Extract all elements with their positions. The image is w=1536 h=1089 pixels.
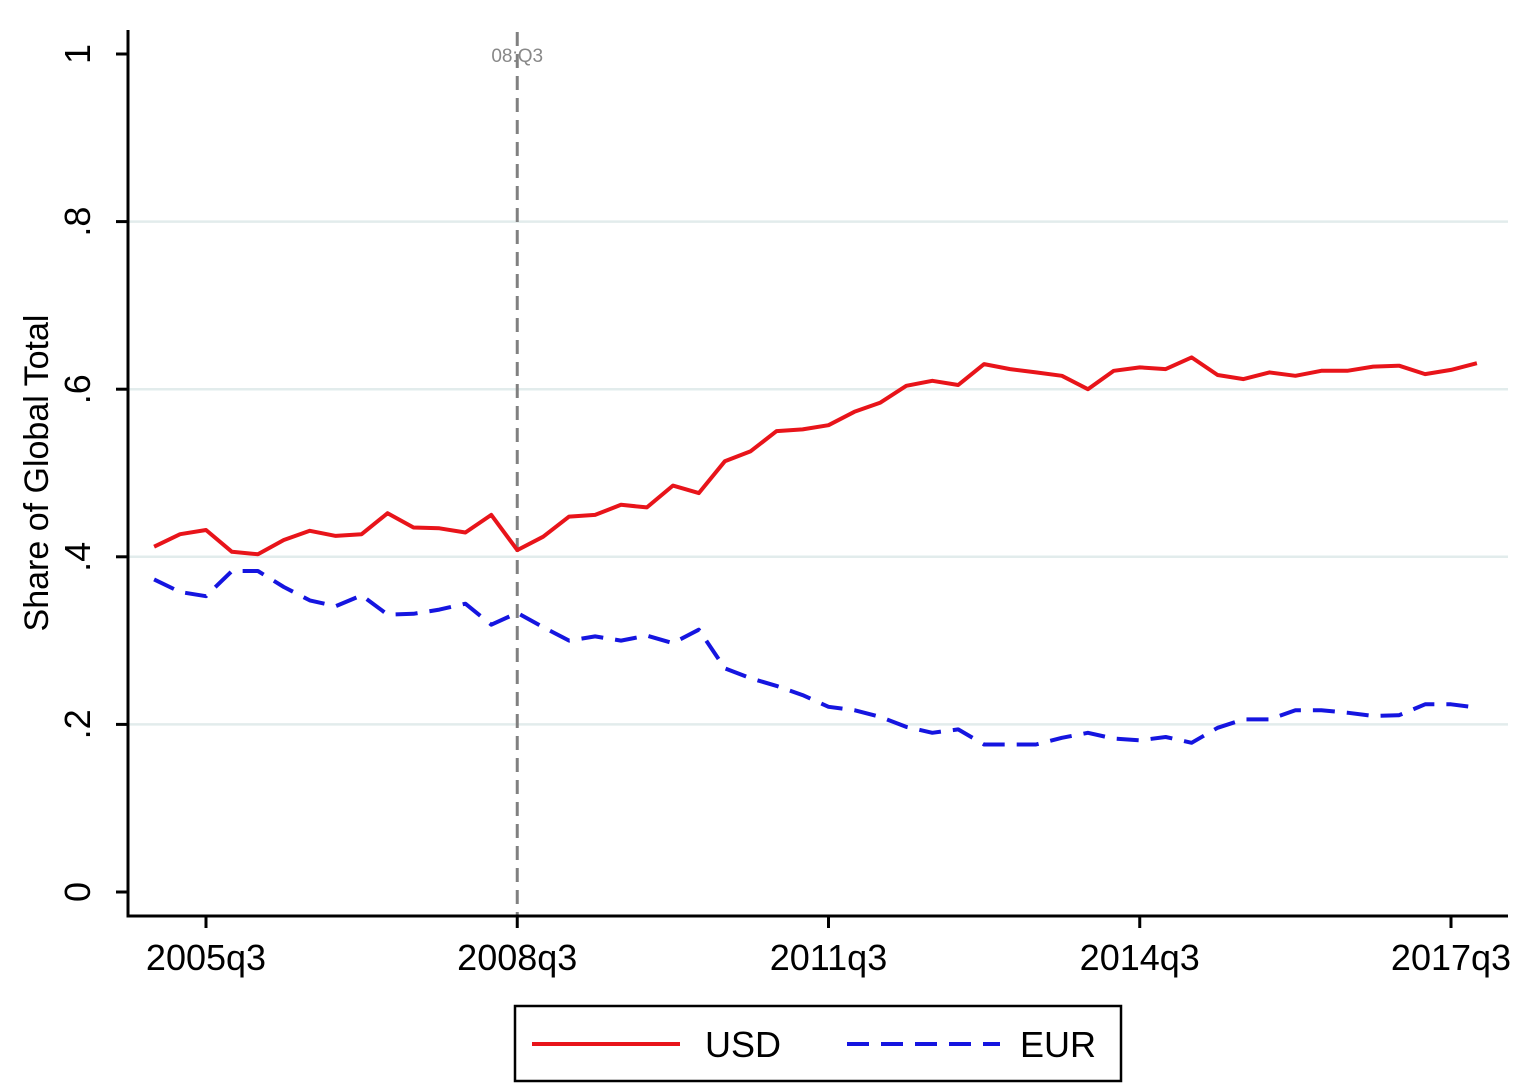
series-line-usd — [153, 355, 1478, 557]
x-ticks: 2005q3 2008q3 2011q3 2014q3 2017q3 — [146, 916, 1511, 978]
x-tick-label: 2014q3 — [1080, 937, 1200, 978]
y-tick-label: 1 — [57, 44, 98, 64]
axes — [126, 30, 1508, 918]
series-lines — [153, 355, 1478, 747]
annotation-label: 08:Q3 — [491, 46, 543, 67]
legend: USD EUR — [513, 1004, 1123, 1083]
y-ticks: 0 .2 .4 .6 .8 1 — [57, 44, 128, 902]
x-tick-label: 2011q3 — [770, 937, 887, 978]
y-axis-title: Share of Global Total — [18, 315, 56, 632]
series-line-eur — [153, 569, 1478, 747]
x-tick-label: 2008q3 — [457, 937, 577, 978]
y-tick-label: .2 — [57, 709, 98, 739]
x-tick-label: 2005q3 — [146, 937, 266, 978]
gridlines — [128, 220, 1508, 726]
x-tick-label: 2017q3 — [1391, 937, 1511, 978]
annotations: 08:Q3 — [491, 32, 543, 916]
legend-label-usd: USD — [705, 1024, 781, 1065]
y-tick-label: .4 — [57, 542, 98, 572]
y-tick-label: 0 — [57, 882, 98, 902]
legend-label-eur: EUR — [1020, 1024, 1096, 1065]
y-tick-label: .6 — [57, 374, 98, 404]
y-tick-label: .8 — [57, 207, 98, 237]
